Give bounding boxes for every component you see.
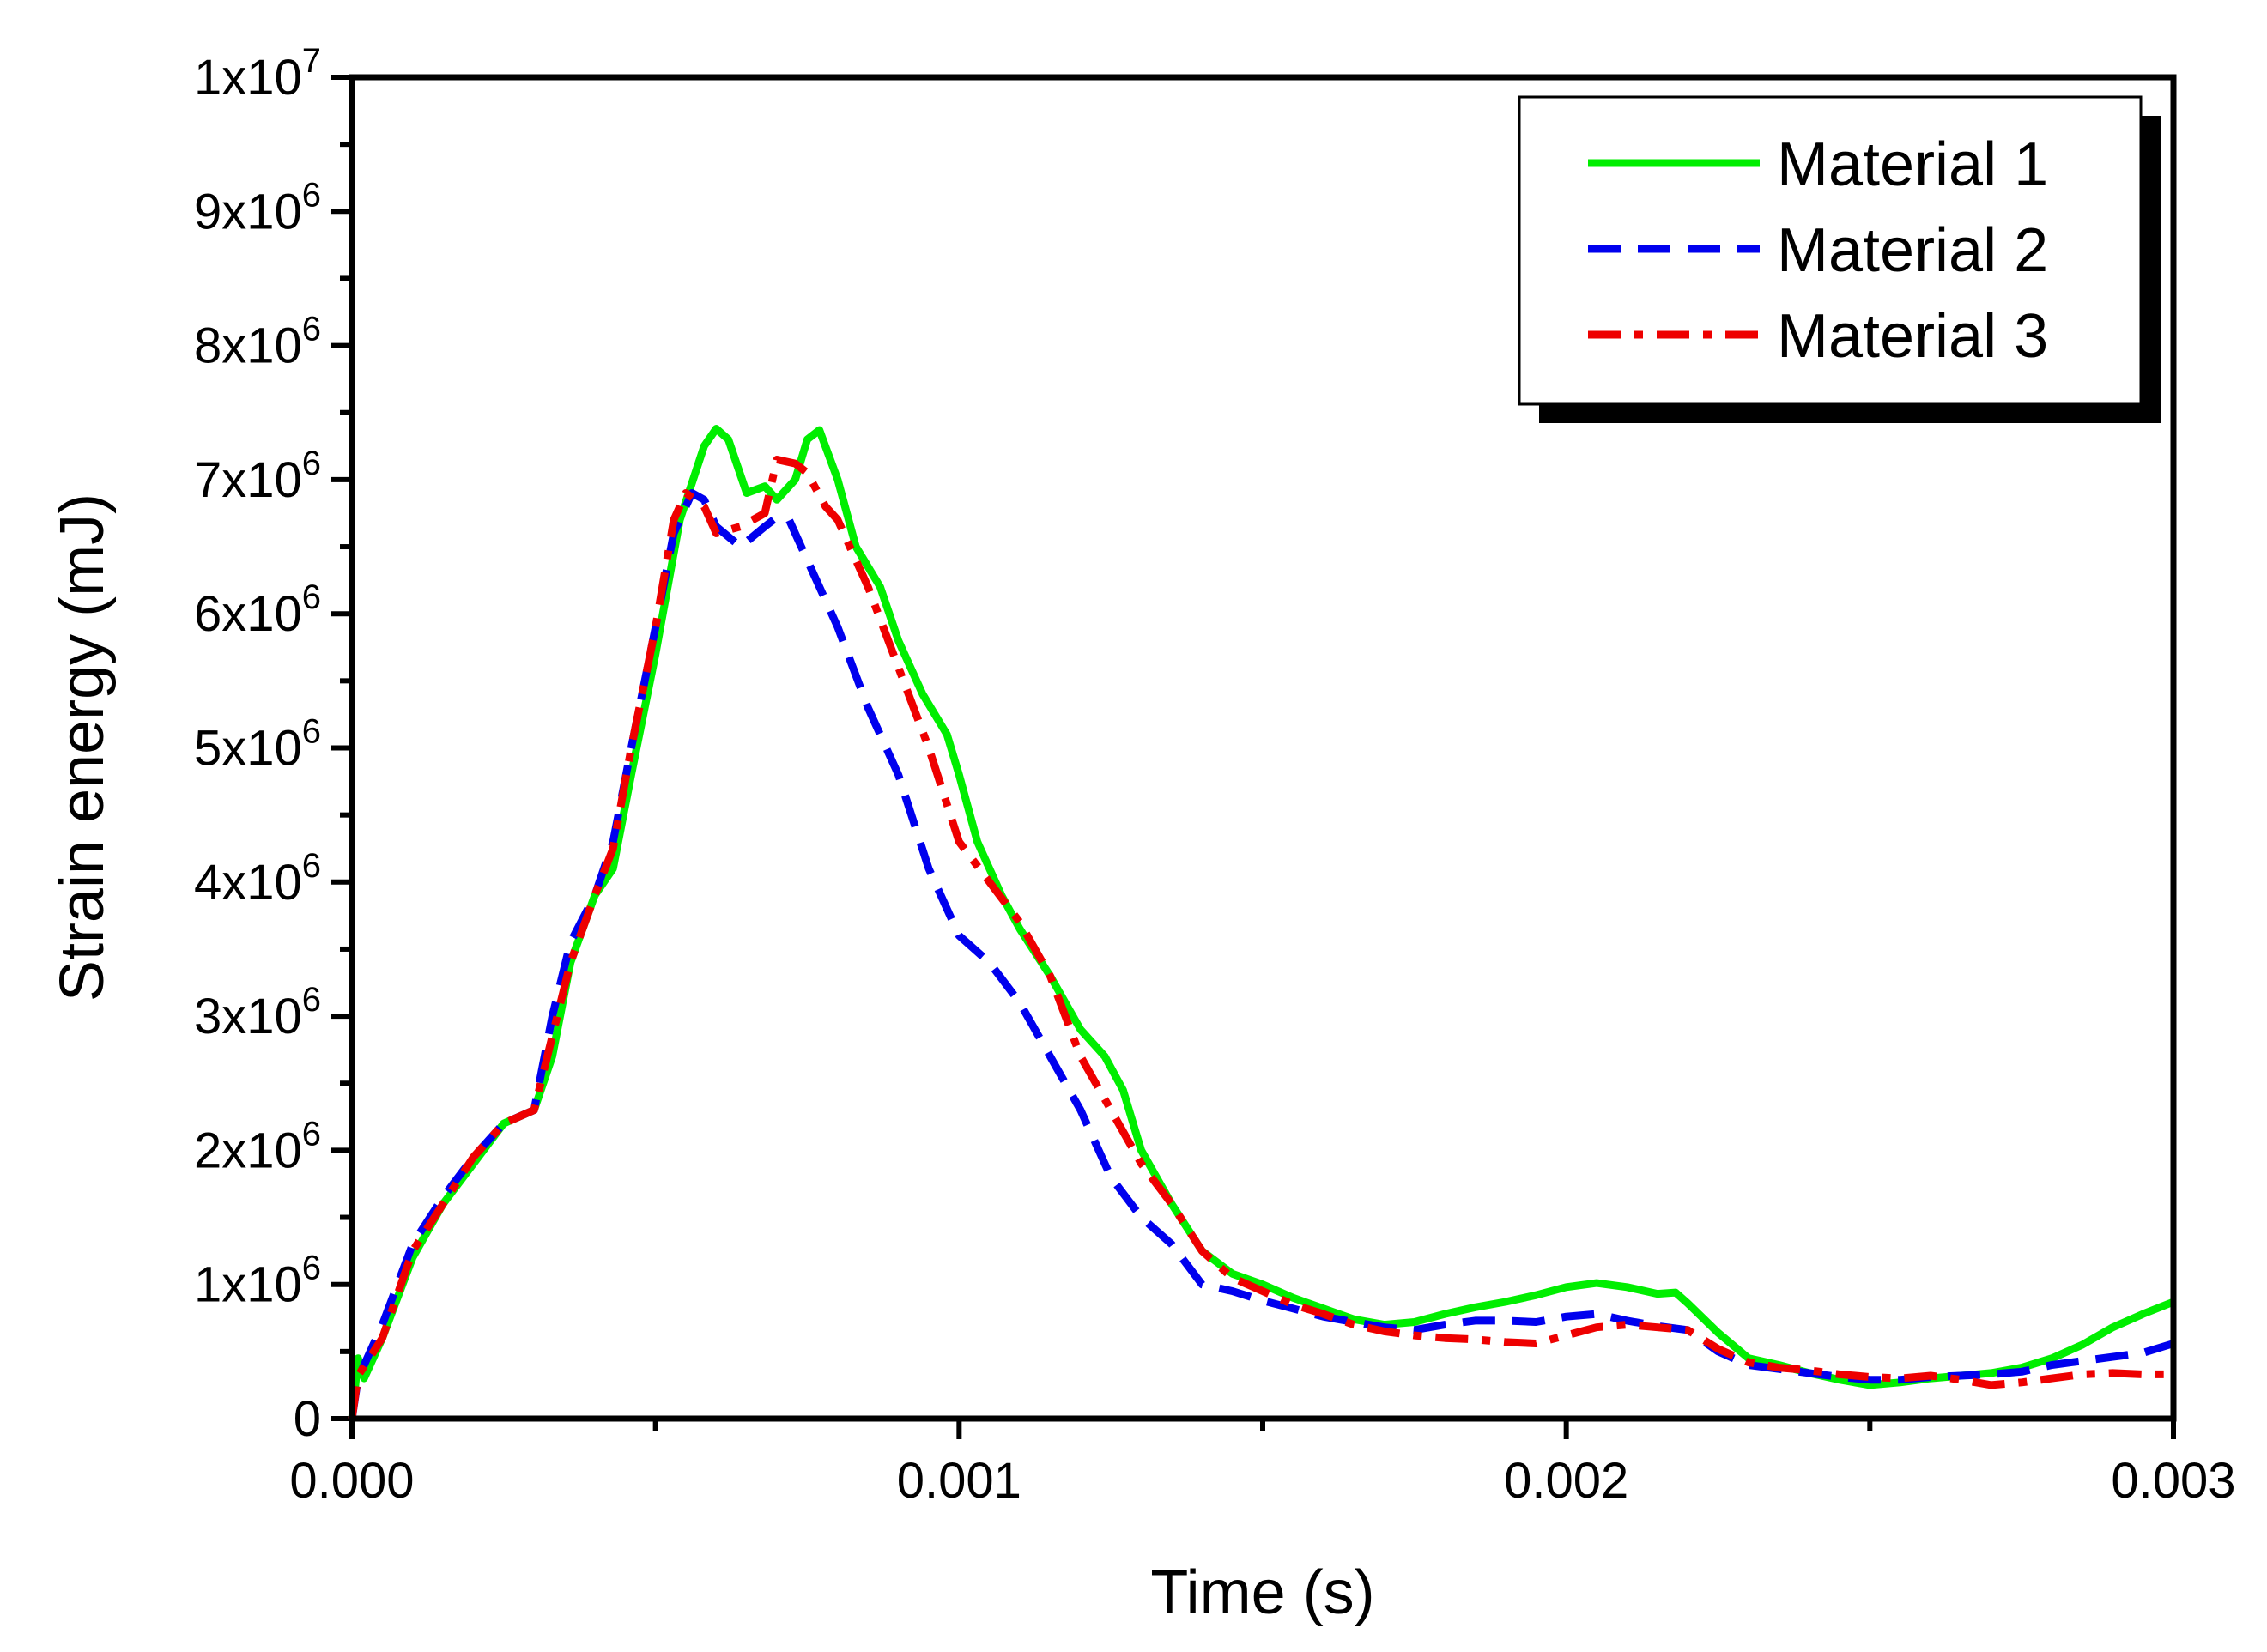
y-tick-label: 7x106 bbox=[194, 445, 321, 508]
x-tick-label: 0.002 bbox=[1504, 1453, 1628, 1509]
y-tick-label: 5x106 bbox=[194, 713, 321, 777]
series-lines bbox=[348, 425, 2175, 1419]
y-tick-label: 1x107 bbox=[194, 42, 321, 106]
x-axis-tick-labels: 0.000 0.001 0.002 0.003 bbox=[289, 1453, 2235, 1509]
y-tick-label: 2x106 bbox=[194, 1115, 321, 1178]
x-tick-label: 0.003 bbox=[2111, 1453, 2235, 1509]
y-axis-title: Strain energy (mJ) bbox=[48, 493, 117, 1001]
y-tick-label: 6x106 bbox=[194, 578, 321, 642]
series-line-3 bbox=[348, 456, 2173, 1419]
legend-label-1: Material 1 bbox=[1777, 130, 2048, 199]
x-tick-label: 0.001 bbox=[897, 1453, 1021, 1509]
y-tick-label: 4x106 bbox=[194, 847, 321, 911]
x-tick-label: 0.000 bbox=[289, 1453, 414, 1509]
x-axis-title: Time (s) bbox=[1150, 1558, 1374, 1627]
y-tick-label: 8x106 bbox=[194, 311, 321, 374]
legend-box bbox=[1518, 95, 2143, 406]
legend-label-2: Material 2 bbox=[1777, 216, 2048, 285]
y-tick-label: 1x106 bbox=[194, 1250, 321, 1313]
y-tick-label: 9x106 bbox=[194, 176, 321, 239]
y-tick-label: 3x106 bbox=[194, 981, 321, 1044]
legend: Material 1 Material 2 Material 3 bbox=[1518, 95, 2161, 423]
plot-frame bbox=[349, 74, 2177, 1422]
legend-entries: Material 1 Material 2 Material 3 bbox=[1588, 130, 2048, 371]
y-axis-tick-labels: 0 1x106 2x106 3x106 4x106 5x106 6x106 7x106 8x10… bbox=[194, 42, 321, 1447]
x-axis-ticks bbox=[349, 1419, 2176, 1439]
legend-label-3: Material 3 bbox=[1777, 302, 2048, 371]
y-tick-label: 0 bbox=[294, 1391, 321, 1447]
